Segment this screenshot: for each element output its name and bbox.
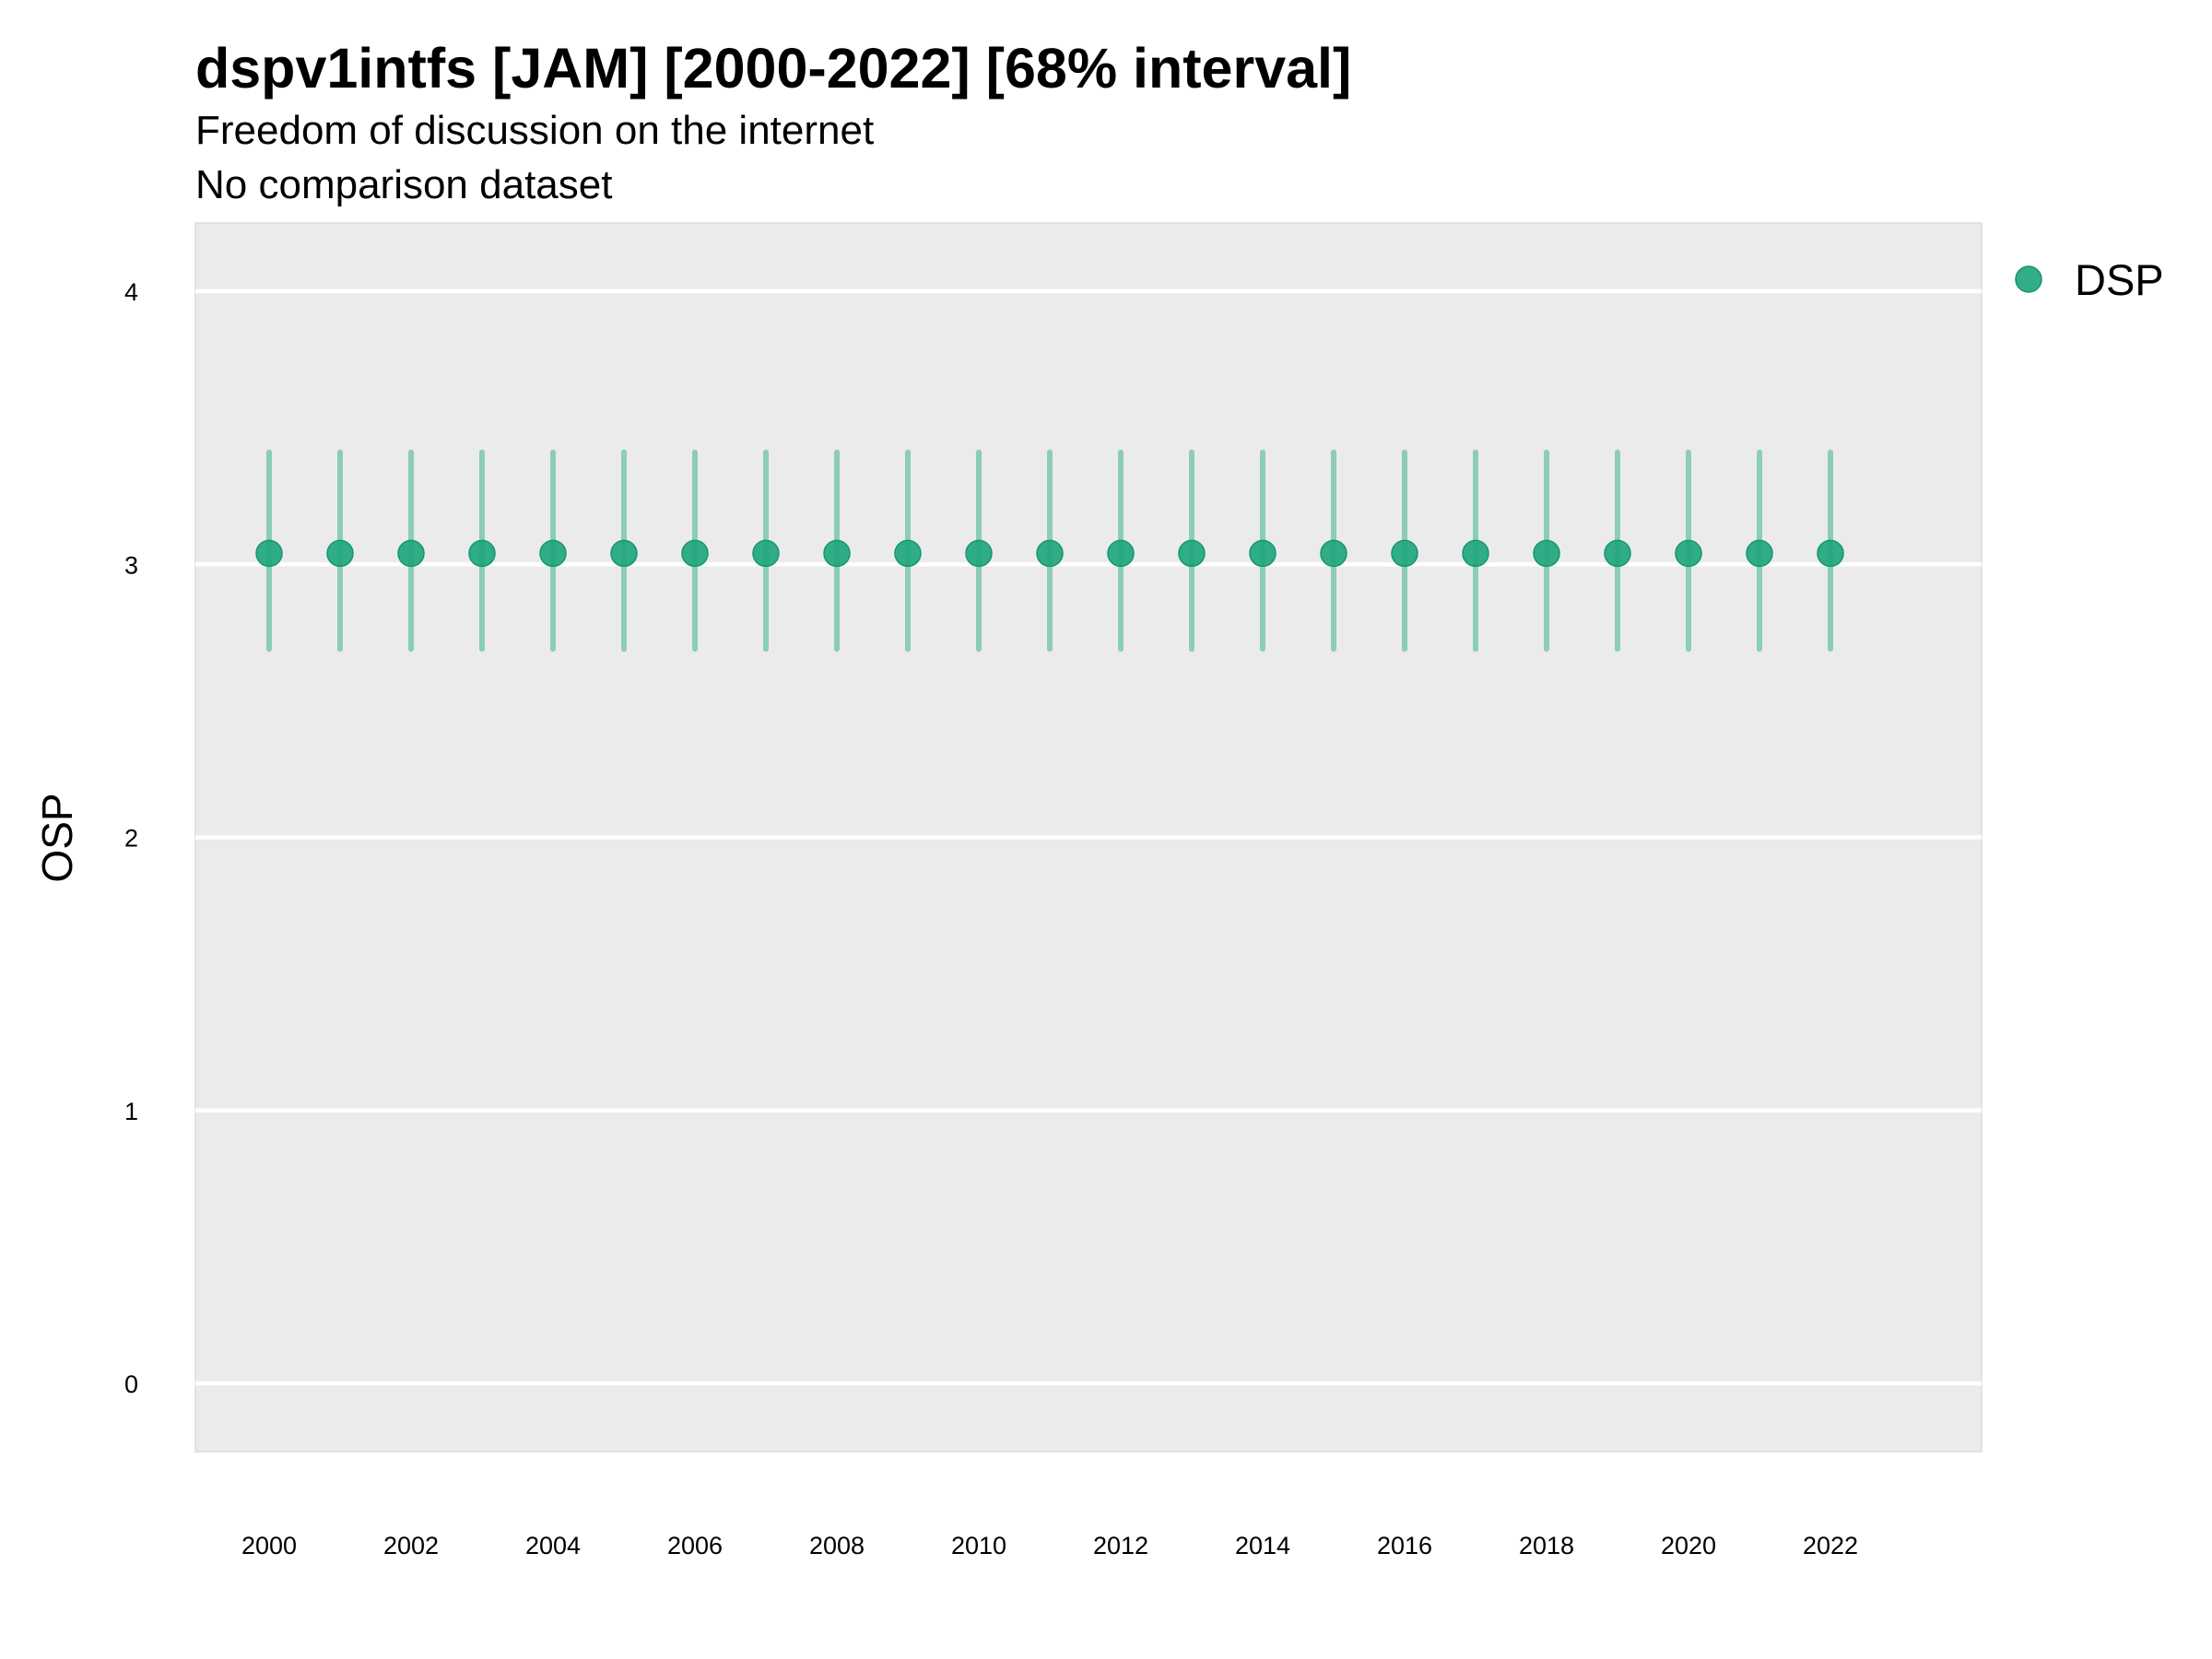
legend-key-dsp (2015, 265, 2042, 293)
x-tick-label-2000: 2000 (241, 1532, 297, 1559)
data-point-2012 (1107, 539, 1135, 568)
x-tick-label-2008: 2008 (809, 1532, 865, 1559)
x-tick-label-2022: 2022 (1803, 1532, 1858, 1559)
y-tick-label-4: 4 (124, 278, 138, 306)
y-tick-label-0: 0 (124, 1371, 138, 1398)
x-tick-label-2006: 2006 (667, 1532, 723, 1559)
data-point-2011 (1036, 539, 1064, 568)
data-point-2002 (397, 539, 425, 568)
data-point-2021 (1746, 539, 1773, 568)
y-tick-label-1: 1 (124, 1098, 138, 1125)
chart-subtitle: Freedom of discussion on the internet (195, 108, 874, 153)
x-tick-label-2012: 2012 (1093, 1532, 1148, 1559)
data-point-2017 (1462, 539, 1489, 568)
data-point-2003 (468, 539, 496, 568)
x-tick-label-2004: 2004 (525, 1532, 581, 1559)
data-point-2000 (255, 539, 283, 568)
data-point-2007 (752, 539, 780, 568)
x-tick-label-2010: 2010 (951, 1532, 1006, 1559)
data-point-2022 (1817, 539, 1844, 568)
data-point-2019 (1604, 539, 1631, 568)
gridlines (195, 288, 1982, 1386)
x-tick-label-2002: 2002 (383, 1532, 439, 1559)
data-point-2008 (823, 539, 851, 568)
data-point-2015 (1320, 539, 1347, 568)
legend-label-dsp: DSP (2075, 255, 2164, 304)
data-point-2016 (1391, 539, 1418, 568)
data-point-2001 (326, 539, 354, 568)
x-tick-label-2016: 2016 (1377, 1532, 1432, 1559)
data-point-2009 (894, 539, 922, 568)
x-tick-label-2018: 2018 (1519, 1532, 1574, 1559)
data-point-2014 (1249, 539, 1277, 568)
data-point-2004 (539, 539, 567, 568)
y-axis-ticks: 0 1 2 3 4 (124, 278, 138, 1398)
x-tick-label-2020: 2020 (1661, 1532, 1716, 1559)
x-axis-ticks: 2000 2002 2004 2006 2008 2010 2012 2014 2016 2018… (241, 1532, 1858, 1559)
legend: DSP (2015, 255, 2164, 304)
data-point-2018 (1533, 539, 1560, 568)
data-points (255, 539, 1844, 568)
chart-caption: No comparison dataset (195, 162, 612, 207)
y-axis-title: OSP (33, 793, 81, 882)
data-point-2010 (965, 539, 993, 568)
data-point-2006 (681, 539, 709, 568)
chart-title: dspv1intfs [JAM] [2000-2022] [68% interv… (195, 37, 1351, 100)
x-tick-label-2014: 2014 (1235, 1532, 1290, 1559)
y-tick-label-3: 3 (124, 551, 138, 579)
data-point-2020 (1675, 539, 1702, 568)
data-point-2013 (1178, 539, 1206, 568)
data-point-2005 (610, 539, 638, 568)
y-tick-label-2: 2 (124, 825, 138, 853)
